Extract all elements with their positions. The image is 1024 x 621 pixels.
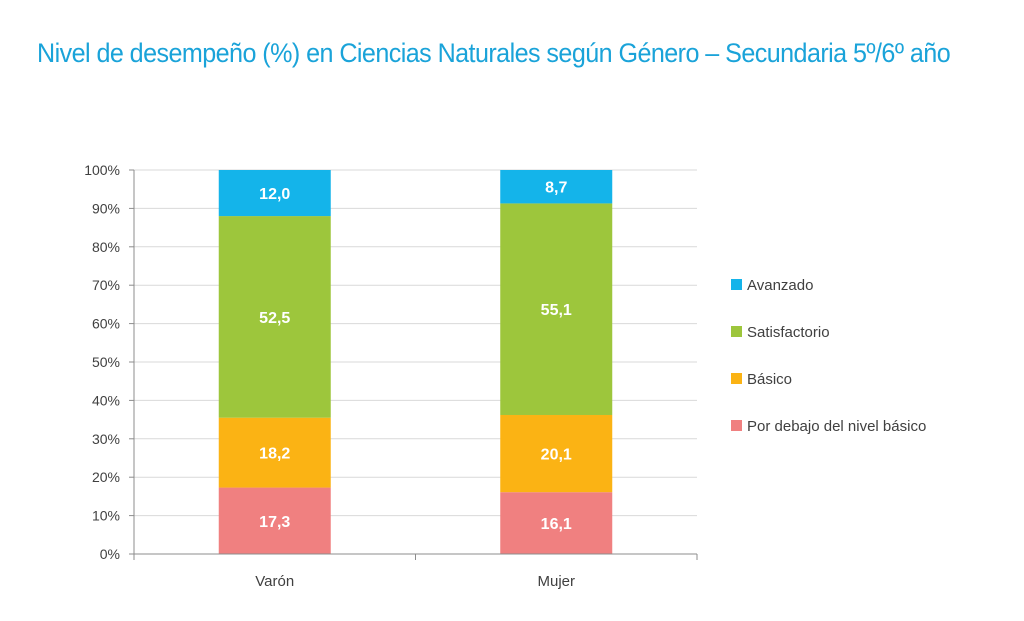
- y-tick-label: 70%: [92, 277, 120, 293]
- data-label: 55,1: [541, 302, 572, 319]
- legend-label-avanzado: Avanzado: [747, 277, 813, 294]
- grid-lines: [134, 169, 697, 517]
- y-tick-label: 30%: [92, 431, 120, 447]
- data-label: 12,0: [259, 186, 290, 203]
- y-tick-label: 60%: [92, 316, 120, 332]
- bar-por-debajo-del-nivel-basico-mujer: [500, 492, 613, 554]
- legend-label-por-debajo-del-nivel-basico: Por debajo del nivel básico: [747, 418, 926, 435]
- x-category-label: Varón: [255, 573, 294, 590]
- bar-por-debajo-del-nivel-basico-varon: [218, 487, 331, 554]
- axes: 0% 10% 20% 30% 40% 50% 60% 70% 80% 90% 100% Varón Mu…: [84, 162, 698, 590]
- bar-avanzado-mujer: [500, 170, 613, 204]
- data-label: 18,2: [259, 446, 290, 463]
- bar-satisfactorio-mujer: [500, 203, 613, 415]
- data-label: 8,7: [545, 180, 567, 197]
- y-tick-label: 50%: [92, 354, 120, 370]
- data-label: 17,3: [259, 514, 290, 531]
- bar-avanzado-varon: [218, 170, 331, 217]
- legend-label-satisfactorio: Satisfactorio: [747, 324, 830, 341]
- y-tick-label: 0%: [100, 546, 120, 562]
- y-tick-label: 100%: [84, 162, 120, 178]
- y-tick-label: 80%: [92, 239, 120, 255]
- x-category-label: Mujer: [537, 573, 575, 590]
- bars: 17,3 18,2 52,5 12,0 16,1 20,1 55,1 8,7: [218, 170, 613, 554]
- legend: Avanzado Satisfactorio Básico Por debajo de…: [731, 277, 926, 435]
- chart-title: Nivel de desempeño (%) en Ciencias Natur…: [37, 38, 951, 68]
- bar-basico-varon: [218, 417, 331, 488]
- legend-swatch-avanzado: [731, 279, 742, 290]
- data-label: 20,1: [541, 447, 572, 464]
- bar-basico-mujer: [500, 414, 613, 493]
- data-label: 52,5: [259, 310, 290, 327]
- data-label: 16,1: [541, 516, 572, 533]
- y-tick-label: 20%: [92, 469, 120, 485]
- y-tick-label: 40%: [92, 392, 120, 408]
- legend-swatch-por-debajo-del-nivel-basico: [731, 420, 742, 431]
- legend-label-basico: Básico: [747, 371, 792, 388]
- y-tick-label: 10%: [92, 508, 120, 524]
- bar-satisfactorio-varon: [218, 216, 331, 418]
- legend-swatch-satisfactorio: [731, 326, 742, 337]
- legend-swatch-basico: [731, 373, 742, 384]
- y-tick-label: 90%: [92, 200, 120, 216]
